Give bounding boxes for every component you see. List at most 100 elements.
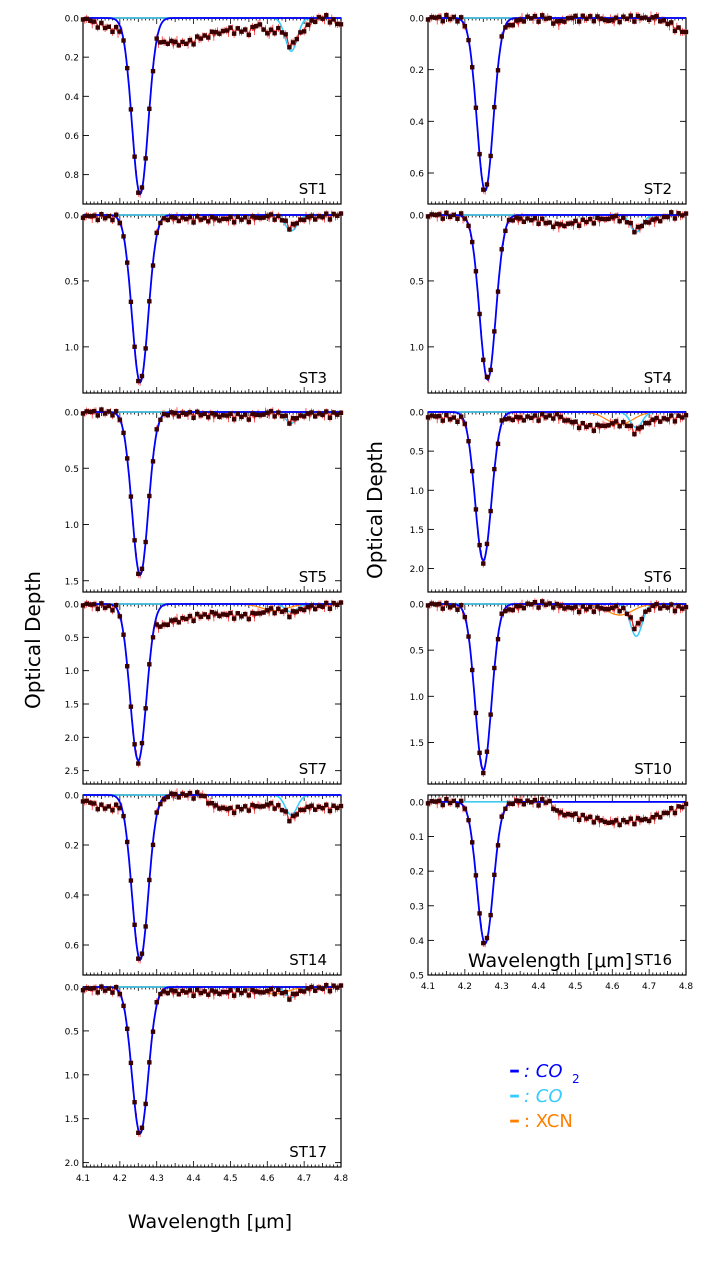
data-point [198, 36, 204, 41]
data-point [680, 606, 685, 611]
data-point [613, 603, 619, 609]
data-point [294, 416, 299, 421]
data-point [224, 806, 229, 812]
data-point [242, 412, 248, 417]
y-tick-label: 0.5 [410, 448, 424, 458]
data-point [587, 216, 593, 222]
data-point [599, 606, 604, 611]
data-point [110, 808, 115, 813]
data-point [521, 219, 527, 224]
y-tick-label: 1.0 [410, 487, 425, 497]
data-point [139, 373, 145, 379]
data-point [573, 419, 578, 424]
data-point [488, 712, 493, 717]
data-point [576, 223, 582, 228]
legend-dash-co2: – [509, 1058, 520, 1083]
data-point [106, 213, 111, 219]
data-point [473, 507, 479, 512]
data-point [143, 346, 148, 351]
data-point [313, 807, 318, 812]
co2-fit-line [83, 603, 341, 763]
data-point [320, 412, 325, 418]
data-point [88, 800, 93, 805]
data-point [503, 228, 508, 234]
data-point [305, 214, 311, 220]
data-point [246, 417, 252, 422]
data-point [669, 602, 674, 607]
data-point [532, 216, 538, 221]
data-point [191, 220, 196, 225]
data-point [209, 988, 215, 993]
y-tick-label: 0.0 [65, 792, 80, 802]
data-point [532, 13, 538, 19]
data-point [198, 614, 204, 619]
y-tick-label: 1.5 [410, 526, 424, 536]
data-point [169, 988, 174, 993]
data-point [650, 603, 656, 608]
data-point [121, 1003, 126, 1009]
data-point [429, 15, 434, 20]
data-point [503, 417, 508, 422]
data-point [132, 742, 137, 747]
data-point [132, 922, 137, 927]
data-point [643, 420, 648, 426]
y-tick-label: 0.2 [410, 66, 424, 76]
data-point [95, 25, 100, 30]
data-point [250, 214, 255, 219]
data-point [580, 420, 585, 426]
data-point [458, 798, 464, 804]
data-point [551, 605, 556, 610]
y-tick-label: 0.4 [410, 937, 425, 947]
data-point [150, 635, 156, 640]
data-point [521, 802, 527, 807]
data-point [147, 106, 152, 112]
data-point [113, 24, 119, 30]
panel-st6: 0.0 0.5 1.0 1.5 2.0 ST6 [410, 409, 689, 593]
data-point [665, 417, 670, 422]
data-point [661, 214, 667, 220]
data-point [436, 601, 442, 607]
data-point [632, 229, 637, 235]
data-point [584, 607, 589, 612]
data-point [176, 414, 182, 419]
data-point [235, 26, 240, 31]
data-point [301, 217, 307, 223]
data-point [176, 218, 182, 224]
data-point [488, 912, 493, 918]
data-point [331, 600, 336, 606]
data-point [88, 18, 93, 23]
data-point [231, 31, 237, 36]
data-point [632, 19, 637, 24]
data-points [425, 796, 689, 946]
data-point [198, 217, 204, 222]
data-point [565, 418, 571, 423]
x-tick-label: 4.8 [679, 982, 694, 992]
data-point [635, 13, 641, 19]
co2-fit-line [428, 801, 686, 946]
data-point [444, 210, 449, 216]
data-points [80, 12, 344, 195]
data-point [481, 770, 486, 776]
data-point [569, 605, 574, 611]
data-point [95, 990, 100, 995]
data-point [176, 43, 182, 48]
data-point [220, 989, 226, 995]
data-point [235, 987, 240, 993]
data-point [595, 604, 600, 609]
data-point [209, 214, 215, 220]
data-point [272, 806, 277, 811]
data-point [121, 632, 126, 637]
data-point [436, 14, 442, 20]
data-point [121, 430, 126, 436]
data-point [209, 29, 215, 34]
data-point [510, 801, 515, 807]
data-point [635, 816, 641, 821]
data-point [488, 153, 493, 159]
data-point [658, 218, 663, 224]
data-point [128, 878, 134, 883]
co2-fit-line [83, 794, 341, 962]
data-point [242, 215, 248, 220]
panel-st17: 0.0 0.5 1.0 1.5 2.0 ST17 4.1 4.2 4.3 4.4 4.5 4.6 4.7… [65, 982, 348, 1184]
data-point [543, 800, 549, 805]
data-point [499, 418, 504, 423]
